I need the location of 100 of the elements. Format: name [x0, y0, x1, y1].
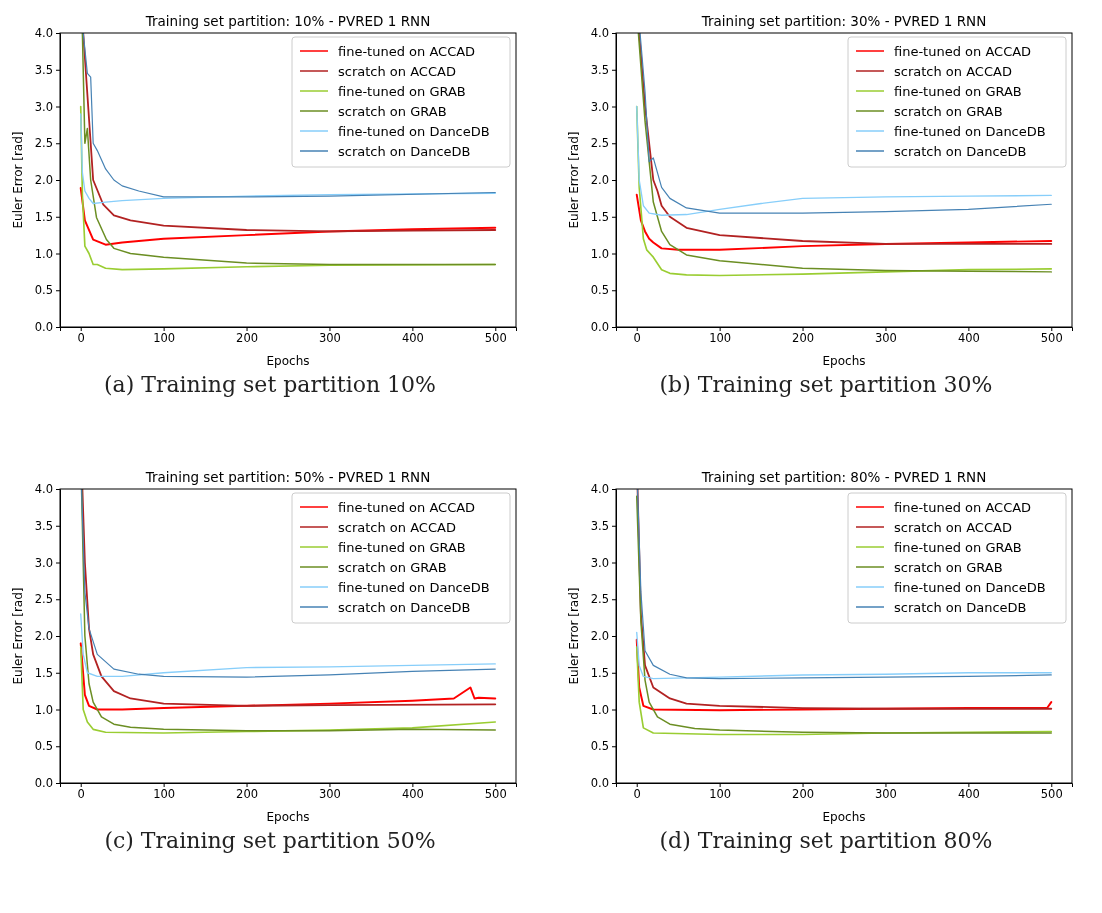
- legend-label: scratch on GRAB: [338, 559, 447, 575]
- y-tick-label: 2.5: [34, 592, 53, 607]
- legend-label: scratch on DanceDB: [338, 143, 471, 159]
- line-series: [82, 33, 496, 198]
- y-tick-label: 0.0: [590, 776, 609, 791]
- y-tick-label: 1.0: [590, 702, 609, 717]
- x-tick-label: 400: [957, 787, 980, 802]
- y-tick-label: 1.0: [34, 702, 53, 717]
- line-series: [636, 105, 1052, 216]
- x-tick-label: 200: [236, 331, 259, 346]
- y-tick-label: 0.5: [590, 739, 609, 754]
- legend-label: scratch on ACCAD: [338, 519, 456, 535]
- y-tick-label: 1.0: [590, 246, 609, 261]
- x-tick-label: 300: [318, 787, 341, 802]
- y-tick-label: 3.0: [590, 99, 609, 114]
- x-tick-label: 400: [401, 787, 424, 802]
- y-tick-label: 3.5: [34, 62, 53, 77]
- x-axis-title: Epochs: [822, 810, 866, 824]
- y-tick-label: 2.5: [34, 136, 53, 151]
- y-tick-label: 1.5: [34, 665, 53, 680]
- y-tick-label: 0.5: [34, 283, 53, 298]
- y-axis-title: Euler Error [rad]: [11, 587, 25, 685]
- chart-title: Training set partition: 50% - PVRED 1 RNN: [144, 469, 431, 485]
- line-series: [79, 642, 497, 711]
- x-tick-label: 300: [318, 331, 341, 346]
- x-tick-label: 100: [153, 787, 176, 802]
- y-tick-label: 0.5: [590, 283, 609, 298]
- x-tick-label: 100: [153, 331, 176, 346]
- y-axis-title: Euler Error [rad]: [567, 587, 581, 685]
- line-series: [79, 187, 497, 246]
- y-tick-label: 1.5: [34, 209, 53, 224]
- y-tick-label: 1.5: [590, 209, 609, 224]
- x-tick-label: 100: [709, 331, 732, 346]
- y-tick-label: 2.0: [590, 173, 609, 188]
- line-series: [80, 613, 496, 678]
- y-tick-label: 0.0: [590, 320, 609, 335]
- x-axis-title: Epochs: [266, 810, 310, 824]
- legend-label: fine-tuned on ACCAD: [338, 43, 476, 59]
- legend-label: scratch on DanceDB: [894, 599, 1027, 615]
- x-tick-label: 0: [633, 787, 641, 802]
- legend-label: fine-tuned on ACCAD: [338, 499, 476, 515]
- legend-label: scratch on DanceDB: [338, 599, 471, 615]
- y-tick-label: 3.5: [590, 518, 609, 533]
- legend-label: scratch on GRAB: [338, 103, 447, 119]
- legend-label: fine-tuned on GRAB: [894, 83, 1022, 99]
- y-tick-label: 4.0: [34, 482, 53, 497]
- line-series: [635, 193, 1053, 251]
- legend-label: fine-tuned on DanceDB: [894, 579, 1046, 595]
- y-tick-label: 2.0: [34, 629, 53, 644]
- x-tick-label: 400: [957, 331, 980, 346]
- chart-title: Training set partition: 80% - PVRED 1 RNN: [700, 469, 987, 485]
- y-tick-label: 3.5: [590, 62, 609, 77]
- legend-label: scratch on ACCAD: [894, 519, 1012, 535]
- y-tick-label: 2.0: [590, 629, 609, 644]
- legend-label: scratch on DanceDB: [894, 143, 1027, 159]
- y-tick-label: 0.5: [34, 739, 53, 754]
- x-tick-label: 500: [484, 331, 507, 346]
- y-tick-label: 1.0: [34, 246, 53, 261]
- y-tick-label: 3.5: [34, 518, 53, 533]
- line-series: [636, 631, 1052, 680]
- y-tick-label: 3.0: [34, 555, 53, 570]
- legend-label: fine-tuned on GRAB: [338, 539, 466, 555]
- y-tick-label: 2.5: [590, 136, 609, 151]
- x-tick-label: 100: [709, 787, 732, 802]
- legend-label: fine-tuned on GRAB: [338, 83, 466, 99]
- x-axis-title: Epochs: [266, 354, 310, 368]
- x-tick-label: 0: [77, 787, 85, 802]
- x-tick-label: 500: [484, 787, 507, 802]
- legend-label: scratch on ACCAD: [338, 63, 456, 79]
- legend-label: fine-tuned on ACCAD: [894, 43, 1032, 59]
- y-tick-label: 0.0: [34, 776, 53, 791]
- legend-label: fine-tuned on DanceDB: [894, 123, 1046, 139]
- x-tick-label: 0: [633, 331, 641, 346]
- legend-label: fine-tuned on DanceDB: [338, 123, 490, 139]
- x-tick-label: 200: [792, 331, 815, 346]
- legend-label: fine-tuned on GRAB: [894, 539, 1022, 555]
- legend-label: scratch on GRAB: [894, 559, 1003, 575]
- x-tick-label: 200: [792, 787, 815, 802]
- x-tick-label: 300: [874, 331, 897, 346]
- y-tick-label: 4.0: [590, 26, 609, 41]
- text: (c) Training set partition 50%: [103, 828, 437, 853]
- y-tick-label: 4.0: [34, 26, 53, 41]
- line-series: [635, 105, 1053, 277]
- legend-label: scratch on ACCAD: [894, 63, 1012, 79]
- y-tick-label: 1.5: [590, 665, 609, 680]
- y-axis-title: Euler Error [rad]: [567, 131, 581, 229]
- y-tick-label: 2.5: [590, 592, 609, 607]
- x-tick-label: 0: [77, 331, 85, 346]
- y-tick-label: 2.0: [34, 173, 53, 188]
- legend-label: fine-tuned on ACCAD: [894, 499, 1032, 515]
- y-tick-label: 0.0: [34, 320, 53, 335]
- x-tick-label: 500: [1040, 787, 1063, 802]
- text: (a) Training set partition 10%: [103, 372, 437, 397]
- y-tick-label: 4.0: [590, 482, 609, 497]
- x-axis-title: Epochs: [822, 354, 866, 368]
- text: (b) Training set partition 30%: [658, 372, 994, 397]
- chart-title: Training set partition: 10% - PVRED 1 RNN: [144, 13, 431, 29]
- x-tick-label: 200: [236, 787, 259, 802]
- chart-title: Training set partition: 30% - PVRED 1 RNN: [700, 13, 987, 29]
- y-axis-title: Euler Error [rad]: [11, 131, 25, 229]
